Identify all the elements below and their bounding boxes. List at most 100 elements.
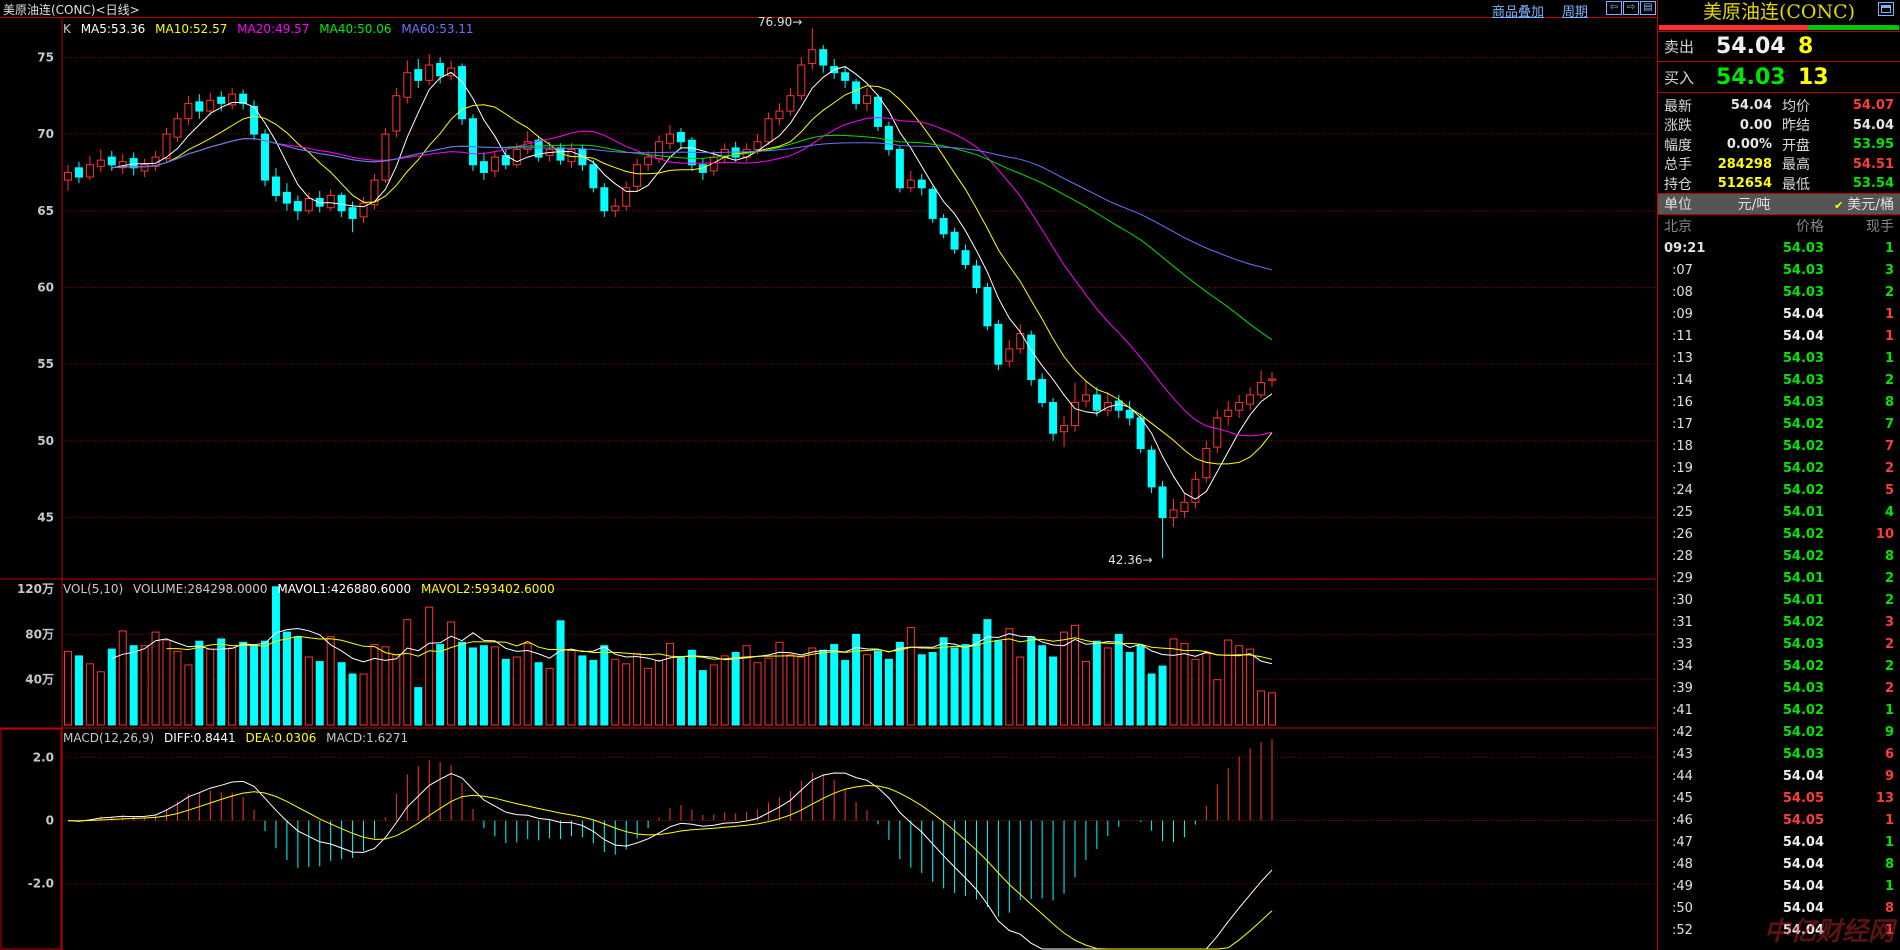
chart-title: 美原油连(CONC)<日线>	[3, 3, 140, 17]
candle-body	[195, 101, 204, 112]
overlay-link[interactable]: 商品叠加	[1492, 5, 1545, 20]
candle	[1180, 493, 1189, 518]
tick-time: 09:21	[1664, 240, 1706, 256]
legend-diff: DIFF:0.8441	[163, 731, 236, 745]
tick-price: 54.01	[1782, 504, 1824, 520]
candle-body	[939, 217, 948, 235]
candle	[348, 201, 357, 233]
candle	[195, 94, 204, 119]
candle	[1005, 339, 1014, 368]
candle	[1081, 379, 1090, 408]
unit-option-yuan-ton[interactable]: 元/吨	[1737, 197, 1771, 213]
stat-label: 均价	[1782, 98, 1810, 115]
buy-volume: 13	[1798, 64, 1829, 90]
stat-label: 持仓	[1664, 176, 1692, 193]
tick-price: 54.03	[1782, 746, 1824, 762]
stat-value: 54.04	[1852, 117, 1894, 133]
candle-body	[1180, 501, 1189, 512]
stat-label: 最低	[1782, 176, 1810, 193]
candle	[1103, 391, 1112, 417]
tick-row: :07 54.03 3	[1658, 259, 1900, 281]
layout-icon[interactable]: ▤	[1640, 1, 1656, 15]
volume-bar	[337, 662, 346, 726]
volume-bar	[1027, 636, 1036, 726]
volume-bar	[96, 671, 105, 726]
volume-bar	[1005, 628, 1014, 726]
candle	[425, 54, 434, 85]
candle	[1049, 397, 1058, 441]
volume-bar	[1213, 679, 1222, 726]
period-link[interactable]: 周期	[1562, 5, 1589, 20]
tick-row: :33 54.03 2	[1658, 633, 1900, 655]
legend-k: K	[63, 22, 71, 36]
volume-bar	[250, 645, 259, 726]
candle	[1246, 387, 1255, 411]
volume-bar	[195, 640, 204, 726]
tick-row: 09:21 54.03 1	[1658, 237, 1900, 259]
dea-line	[67, 784, 1273, 950]
tick-time: :41	[1672, 702, 1693, 718]
candle	[644, 150, 653, 171]
volume-bar	[1060, 631, 1069, 726]
volume-bar	[64, 650, 72, 726]
candle-body	[1224, 409, 1233, 417]
candle	[184, 95, 193, 125]
kline-chart[interactable]: 45 50 55 60 65 70 75 40万 80万 120万 2.0 0 -2.0 76.90→ 42…	[0, 0, 1657, 950]
volume-bar	[1070, 624, 1079, 726]
arrow-right-icon[interactable]: ⇨	[1623, 1, 1639, 15]
unit-option-usd-barrel[interactable]: ✔ 美元/桶	[1794, 194, 1894, 214]
candle-body	[534, 139, 543, 158]
candle	[906, 170, 915, 193]
candle	[129, 152, 138, 176]
volume-bar	[786, 654, 795, 726]
quote-title: 美原油连(CONC)	[1658, 0, 1900, 24]
volume-bar	[655, 659, 664, 726]
candle-body	[1125, 409, 1134, 419]
quote-panel: 美原油连(CONC) 卖出 54.04 8 买入 54.03 13 最新 54.0…	[1657, 0, 1900, 950]
candle	[983, 282, 992, 331]
stat-row: 总手 284298 最高 54.51	[1664, 155, 1894, 175]
tick-volume: 3	[1884, 614, 1894, 630]
tick-time: :44	[1672, 768, 1693, 784]
candle	[884, 121, 893, 156]
tick-price: 54.04	[1782, 306, 1824, 322]
candle-body	[184, 102, 193, 120]
legend-macd: MACD:1.6271	[326, 731, 409, 745]
stat-value: 54.04	[1730, 98, 1772, 114]
candle-body	[852, 81, 861, 104]
volume-bar	[1202, 653, 1211, 726]
price-tick-label: 75	[37, 50, 54, 64]
volume-bar	[698, 670, 707, 726]
candle	[1191, 471, 1200, 509]
candle-body	[173, 118, 182, 138]
volume-tick-label: 80万	[25, 627, 54, 641]
volume-bar	[173, 650, 182, 726]
candle-body	[1016, 333, 1025, 350]
tick-volume: 1	[1884, 350, 1894, 366]
tick-row: :09 54.04 1	[1658, 303, 1900, 325]
tick-time: :16	[1672, 394, 1693, 410]
tick-time: :17	[1672, 416, 1693, 432]
volume-bar	[797, 656, 806, 726]
price-tick-label: 65	[37, 204, 54, 218]
volume-bar	[151, 631, 160, 726]
candle-body	[611, 205, 620, 212]
tick-price: 54.04	[1782, 768, 1824, 784]
volume-bar	[928, 652, 937, 726]
candle	[1136, 413, 1145, 454]
tick-row: :34 54.02 2	[1658, 655, 1900, 677]
candle	[326, 189, 335, 211]
volume-bar	[261, 640, 270, 726]
maximize-icon[interactable]	[1878, 2, 1894, 16]
tick-volume: 2	[1884, 460, 1894, 476]
tick-row: :19 54.02 2	[1658, 457, 1900, 479]
candle	[1213, 410, 1222, 454]
tick-list[interactable]: 09:21 54.03 1:07 54.03 3:08 54.03 2:09 54.04 1:1…	[1658, 237, 1900, 941]
candle-body	[1027, 334, 1036, 381]
candle-body	[906, 179, 915, 189]
arrow-left-icon[interactable]: ⇦	[1606, 1, 1622, 15]
volume-bar	[129, 645, 138, 726]
candle-body	[129, 158, 138, 169]
volume-bar	[1147, 673, 1156, 726]
candle-body	[676, 132, 685, 143]
